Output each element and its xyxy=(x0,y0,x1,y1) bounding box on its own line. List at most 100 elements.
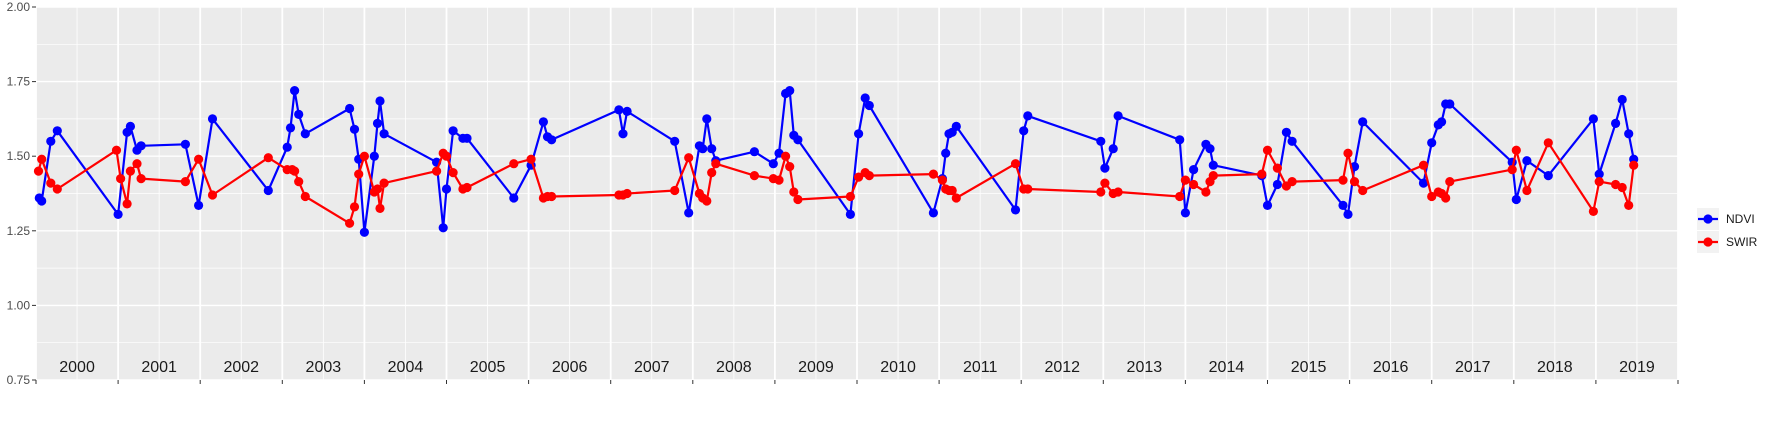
data-point-swir xyxy=(448,168,458,178)
data-point-swir xyxy=(462,182,472,193)
data-point-ndvi xyxy=(860,93,870,103)
y-tick-label: 1.75 xyxy=(7,75,31,89)
year-label: 2010 xyxy=(880,359,916,376)
data-point-swir xyxy=(37,154,47,164)
data-point-swir xyxy=(711,159,721,169)
data-point-ndvi xyxy=(854,129,864,139)
data-point-swir xyxy=(294,177,304,187)
data-point-swir xyxy=(845,191,856,202)
data-point-ndvi xyxy=(379,129,389,139)
data-point-swir xyxy=(1617,182,1627,193)
year-label: 2005 xyxy=(470,359,506,376)
data-point-ndvi xyxy=(1023,111,1033,121)
data-point-ndvi xyxy=(684,208,694,218)
data-point-swir xyxy=(1594,177,1604,187)
data-point-swir xyxy=(1441,193,1451,203)
data-point-ndvi xyxy=(1096,136,1106,146)
data-point-swir xyxy=(1624,200,1634,210)
data-point-ndvi xyxy=(438,223,448,233)
data-point-swir xyxy=(46,178,56,188)
data-point-swir xyxy=(864,171,874,181)
data-point-swir xyxy=(1096,187,1106,197)
data-point-ndvi xyxy=(294,109,304,119)
data-point-ndvi xyxy=(509,193,519,203)
y-tick-label: 1.25 xyxy=(7,224,31,238)
data-point-swir xyxy=(781,151,791,161)
data-point-swir xyxy=(300,191,310,202)
data-point-ndvi xyxy=(349,124,360,134)
year-label: 2018 xyxy=(1537,359,1573,376)
data-point-ndvi xyxy=(707,144,717,154)
grid-layer xyxy=(35,6,1679,381)
data-point-swir xyxy=(375,203,385,213)
data-point-swir xyxy=(1208,171,1218,181)
year-label: 2007 xyxy=(634,359,670,376)
data-point-ndvi xyxy=(1624,129,1634,139)
data-point-ndvi xyxy=(1343,209,1353,219)
data-point-swir xyxy=(116,174,126,184)
year-label: 2015 xyxy=(1291,359,1327,376)
data-point-swir xyxy=(1511,145,1521,155)
data-point-swir xyxy=(111,145,122,155)
data-point-swir xyxy=(349,202,360,212)
data-point-swir xyxy=(354,169,364,179)
data-point-swir xyxy=(1588,206,1598,216)
data-point-ndvi xyxy=(180,139,190,149)
data-point-ndvi xyxy=(1262,200,1273,210)
data-point-ndvi xyxy=(1617,94,1627,105)
series-swir xyxy=(33,138,1639,228)
data-point-swir xyxy=(372,184,383,194)
year-label: 2008 xyxy=(716,359,752,376)
y-tick-label: 0.75 xyxy=(7,373,31,387)
data-point-swir xyxy=(1180,175,1190,185)
year-label: 2000 xyxy=(59,359,95,376)
legend-item-swir: SWIR xyxy=(1697,231,1758,253)
data-point-ndvi xyxy=(1180,208,1190,218)
data-point-ndvi xyxy=(1338,200,1348,210)
data-point-swir xyxy=(1175,191,1185,202)
data-point-swir xyxy=(785,162,795,172)
data-point-ndvi xyxy=(359,227,369,237)
data-point-swir xyxy=(702,196,712,206)
data-point-ndvi xyxy=(282,142,292,152)
data-point-swir xyxy=(1427,191,1437,202)
data-point-swir xyxy=(547,191,557,202)
year-label: 2011 xyxy=(963,359,998,376)
data-point-swir xyxy=(1100,178,1110,188)
data-point-ndvi xyxy=(1108,144,1118,154)
data-point-ndvi xyxy=(785,86,795,96)
year-label: 2004 xyxy=(388,359,424,376)
data-point-ndvi xyxy=(1113,111,1123,121)
data-point-ndvi xyxy=(928,208,939,218)
data-point-ndvi xyxy=(1611,118,1621,128)
data-point-ndvi xyxy=(1418,178,1429,188)
data-point-swir xyxy=(1338,175,1348,185)
data-point-swir xyxy=(122,199,132,209)
data-point-ndvi xyxy=(768,159,778,169)
data-point-ndvi xyxy=(614,105,624,115)
data-point-swir xyxy=(207,190,218,200)
data-point-ndvi xyxy=(1445,99,1455,109)
data-point-ndvi xyxy=(1189,165,1199,175)
data-point-swir xyxy=(509,159,519,169)
data-point-swir xyxy=(928,169,939,179)
data-point-swir xyxy=(1201,187,1211,197)
data-point-ndvi xyxy=(1511,194,1521,205)
data-point-ndvi xyxy=(448,126,458,136)
data-point-ndvi xyxy=(1281,127,1291,137)
data-point-swir xyxy=(1507,165,1517,175)
data-point-swir xyxy=(136,174,146,184)
y-axis: 0.75 1.00 1.25 1.50 1.75 2.00 xyxy=(7,0,36,387)
data-point-ndvi xyxy=(698,144,708,154)
data-point-ndvi xyxy=(136,141,146,151)
data-point-swir xyxy=(180,177,190,187)
data-point-ndvi xyxy=(263,185,273,196)
year-labels: 2000 2001 2002 2003 2004 2005 2006 2007 2008 2009… xyxy=(59,359,1655,376)
year-label: 2014 xyxy=(1209,359,1245,376)
data-point-ndvi xyxy=(1358,117,1368,127)
data-point-ndvi xyxy=(1437,117,1447,127)
data-point-swir xyxy=(1358,185,1368,196)
data-point-ndvi xyxy=(1010,205,1021,215)
data-point-swir xyxy=(1445,177,1455,187)
